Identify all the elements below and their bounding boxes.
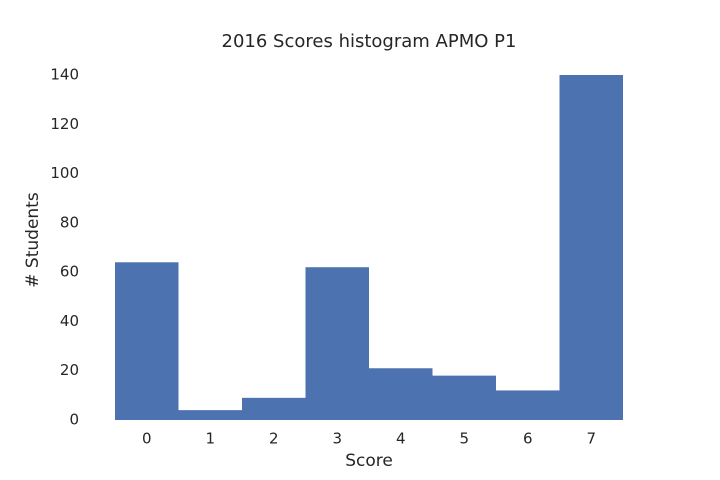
x-tick-label: 7	[586, 430, 596, 448]
y-tick-label: 80	[60, 213, 79, 231]
bar	[305, 267, 369, 420]
y-tick-label: 0	[69, 411, 79, 429]
bar	[496, 390, 560, 420]
bar	[432, 375, 496, 420]
bar	[369, 368, 433, 420]
bar	[242, 397, 306, 420]
y-tick-label: 120	[50, 115, 79, 133]
bar	[178, 410, 242, 420]
x-tick-label: 2	[269, 430, 279, 448]
x-tick-label: 0	[142, 430, 152, 448]
y-tick-label: 140	[50, 66, 79, 84]
x-tick-label: 4	[396, 430, 406, 448]
x-tick-label: 5	[459, 430, 469, 448]
bar	[559, 75, 623, 420]
y-tick-label: 100	[50, 164, 79, 182]
y-axis-label: # Students	[23, 192, 43, 288]
y-tick-label: 40	[60, 312, 79, 330]
chart-title: 2016 Scores histogram APMO P1	[222, 31, 517, 52]
x-tick-label: 1	[205, 430, 215, 448]
bar	[115, 262, 179, 420]
y-tick-label: 60	[60, 263, 79, 281]
x-axis-label: Score	[345, 451, 393, 471]
x-tick-label: 3	[332, 430, 342, 448]
x-tick-label: 6	[523, 430, 533, 448]
y-tick-label: 20	[60, 361, 79, 379]
